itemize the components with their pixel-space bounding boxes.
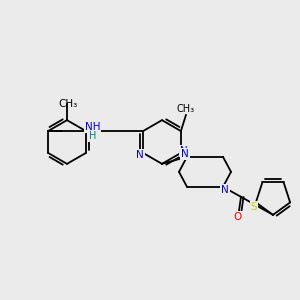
Text: H: H (89, 131, 96, 141)
Text: NH: NH (85, 122, 100, 132)
Text: N: N (136, 150, 144, 160)
Text: CH₃: CH₃ (58, 99, 78, 109)
Text: O: O (234, 212, 242, 222)
Text: S: S (250, 202, 257, 212)
Text: N: N (181, 149, 189, 159)
Text: CH₃: CH₃ (177, 104, 195, 114)
Text: N: N (221, 185, 229, 195)
Text: N: N (180, 146, 188, 156)
